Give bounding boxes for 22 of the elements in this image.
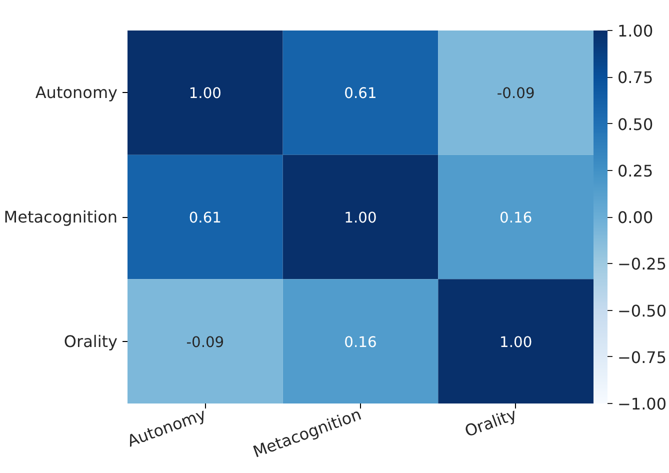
x-tick-label: Orality	[462, 404, 520, 441]
color-bar-label: −0.25	[618, 254, 667, 274]
data-label: 0.61	[344, 85, 377, 102]
y-tick-label: Metacognition	[4, 208, 118, 226]
data-label: -0.09	[496, 85, 535, 102]
data-label: 0.16	[344, 334, 377, 351]
color-bar-label: 0.00	[618, 208, 654, 227]
color-bar-label: 0.25	[618, 161, 654, 180]
color-bar-label: 0.75	[618, 68, 654, 88]
data-label: 1.00	[344, 210, 377, 226]
y-tick-label: Autonomy	[35, 83, 118, 102]
data-label: 1.00	[500, 334, 532, 351]
data-label: 0.16	[500, 210, 532, 226]
color-bar-label: 1.00	[618, 22, 654, 40]
color-bar-label: −0.75	[618, 348, 667, 367]
y-tick-label: Orality	[64, 332, 118, 351]
color-bar-label: −0.50	[618, 301, 667, 320]
color-bar-label: 0.50	[618, 114, 654, 134]
data-label: 1.00	[188, 85, 222, 102]
data-label: -0.09	[186, 334, 224, 351]
color-bar-label: −1.00	[618, 394, 667, 414]
data-label: 0.61	[188, 210, 222, 226]
